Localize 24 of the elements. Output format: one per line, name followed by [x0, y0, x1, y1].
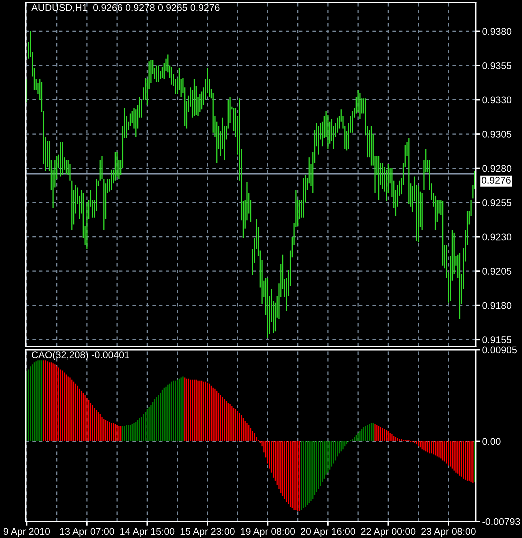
x-tick-label: 15 Apr 23:00 — [180, 528, 235, 538]
y-tick-label: 0.00905 — [482, 346, 517, 354]
y-tick-label: 0.9280 — [482, 165, 512, 172]
y-tick-label: 0.9155 — [482, 336, 512, 344]
y-tick-label: 0.9230 — [482, 234, 512, 241]
x-tick-label: 22 Apr 00:00 — [361, 528, 416, 538]
x-tick-label: 23 Apr 08:00 — [422, 528, 476, 538]
y-tick-label: 0.00 — [482, 438, 501, 446]
x-tick-label: 19 Apr 08:00 — [241, 528, 296, 538]
y-tick-label: 0.9355 — [482, 62, 512, 70]
y-tick-label: 0.9255 — [482, 200, 512, 206]
x-tick-label: 9 Apr 2010 — [4, 528, 50, 538]
y-tick-label: 0.9305 — [482, 131, 512, 138]
ref-line-label: 0.9276 — [482, 177, 511, 184]
chart-title: AUDUSD,H1 0.9266 0.9278 0.9265 0.9276 — [32, 4, 220, 12]
y-tick-label: -0.00793 — [482, 518, 520, 526]
y-tick-label: 0.9180 — [482, 302, 512, 310]
y-tick-label: 0.9330 — [482, 96, 512, 104]
x-tick-label: 13 Apr 07:00 — [60, 528, 114, 538]
y-tick-label: 0.9380 — [482, 28, 512, 36]
x-tick-label: 14 Apr 15:00 — [120, 528, 175, 538]
x-tick-label: 20 Apr 16:00 — [301, 528, 356, 538]
chart-title: CAO(32,208) -0.00401 — [32, 351, 130, 360]
y-tick-label: 0.9205 — [482, 268, 512, 275]
